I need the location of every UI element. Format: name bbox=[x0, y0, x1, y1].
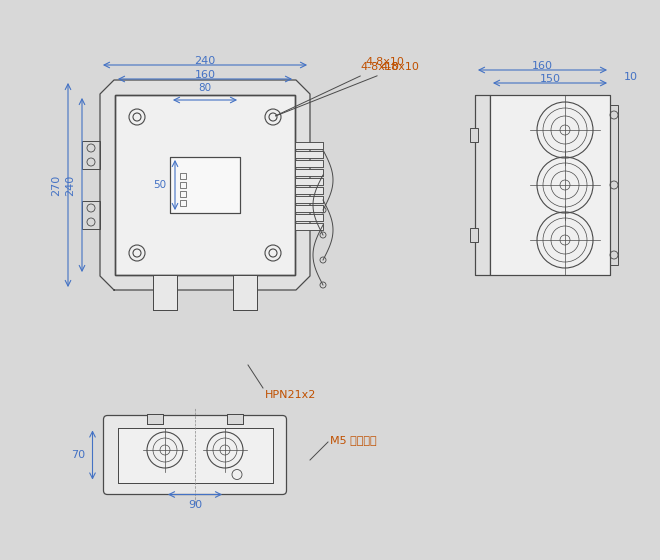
Bar bbox=[295, 169, 323, 176]
Text: 90: 90 bbox=[188, 501, 202, 511]
Bar bbox=[180, 191, 186, 197]
Text: 240: 240 bbox=[195, 56, 216, 66]
Bar bbox=[295, 187, 323, 194]
Text: HPN21x2: HPN21x2 bbox=[265, 390, 316, 400]
Bar bbox=[82, 141, 100, 169]
Text: M5 接地端子: M5 接地端子 bbox=[330, 435, 377, 445]
Text: 270: 270 bbox=[51, 174, 61, 195]
Bar bbox=[180, 200, 186, 206]
Text: 160: 160 bbox=[195, 70, 216, 80]
Bar bbox=[295, 151, 323, 158]
Bar bbox=[295, 196, 323, 203]
Bar bbox=[295, 214, 323, 221]
Bar bbox=[610, 105, 618, 265]
Bar bbox=[490, 95, 610, 275]
Bar bbox=[82, 201, 100, 229]
Bar bbox=[180, 182, 186, 188]
Text: 160: 160 bbox=[532, 61, 553, 71]
Bar bbox=[295, 142, 323, 149]
Bar bbox=[295, 142, 323, 149]
Bar bbox=[117, 427, 273, 483]
Bar bbox=[117, 427, 273, 483]
Text: 10: 10 bbox=[624, 72, 638, 82]
Bar bbox=[295, 223, 323, 230]
Bar bbox=[295, 178, 323, 185]
Bar bbox=[147, 413, 163, 423]
Bar bbox=[170, 157, 240, 213]
Text: 50: 50 bbox=[153, 180, 166, 190]
Bar bbox=[180, 173, 186, 179]
Bar bbox=[295, 160, 323, 167]
Text: 4-8x10: 4-8x10 bbox=[275, 62, 399, 116]
Bar bbox=[470, 128, 478, 142]
Bar bbox=[470, 228, 478, 242]
Bar bbox=[295, 169, 323, 176]
Bar bbox=[115, 95, 295, 275]
Bar bbox=[295, 214, 323, 221]
Bar bbox=[295, 205, 323, 212]
Bar bbox=[295, 178, 323, 185]
Bar bbox=[153, 275, 177, 310]
Bar bbox=[295, 223, 323, 230]
Bar bbox=[233, 275, 257, 310]
Bar bbox=[227, 413, 243, 423]
Text: 150: 150 bbox=[539, 74, 560, 84]
Bar bbox=[233, 275, 257, 310]
Bar bbox=[295, 205, 323, 212]
Bar bbox=[295, 160, 323, 167]
Bar bbox=[295, 151, 323, 158]
Bar bbox=[227, 413, 243, 423]
Text: 4-8x10: 4-8x10 bbox=[365, 57, 404, 67]
Text: 80: 80 bbox=[199, 83, 212, 93]
Text: 4-8x10: 4-8x10 bbox=[276, 62, 419, 116]
Bar bbox=[490, 95, 610, 275]
Text: 70: 70 bbox=[71, 450, 86, 460]
Bar bbox=[170, 157, 240, 213]
Polygon shape bbox=[100, 80, 310, 290]
Text: 240: 240 bbox=[65, 174, 75, 195]
Bar bbox=[295, 196, 323, 203]
FancyBboxPatch shape bbox=[104, 416, 286, 494]
Bar bbox=[115, 95, 295, 275]
Bar bbox=[295, 187, 323, 194]
Bar bbox=[475, 95, 490, 275]
Bar bbox=[153, 275, 177, 310]
Bar bbox=[475, 95, 490, 275]
Bar bbox=[147, 413, 163, 423]
